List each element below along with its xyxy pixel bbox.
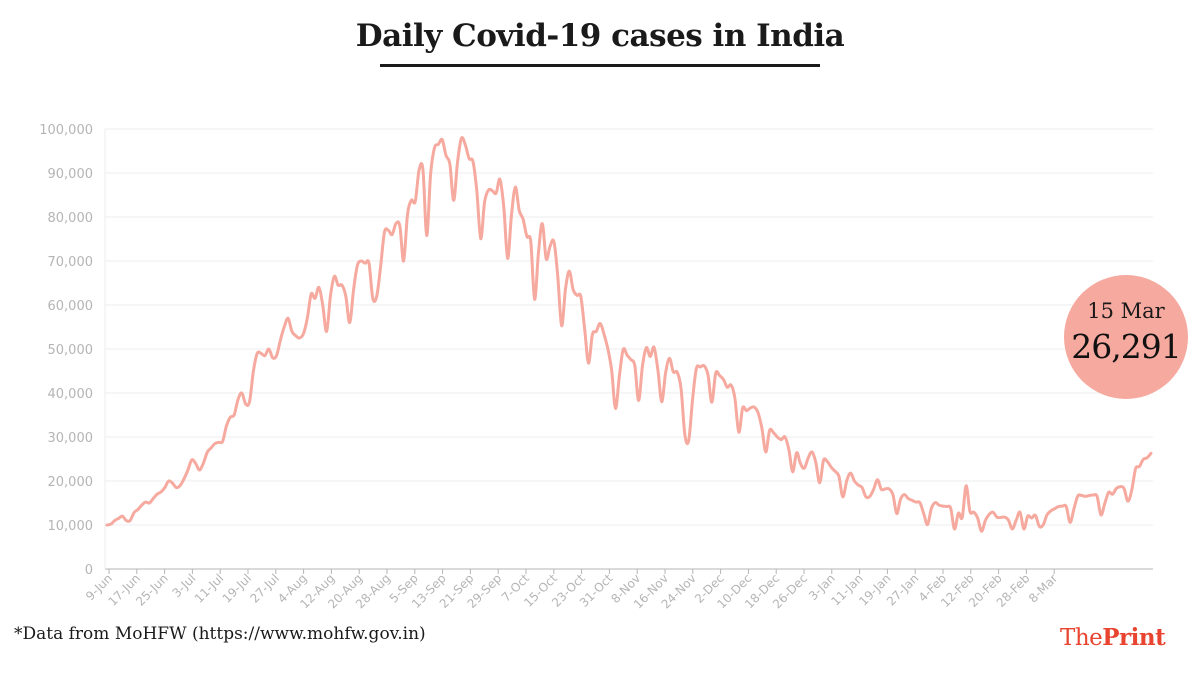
latest-value-badge: 15 Mar 26,291 bbox=[1064, 275, 1188, 399]
x-tick-label: 27-Jul bbox=[247, 571, 281, 605]
x-tick-label: 8-Mar bbox=[1026, 571, 1060, 605]
source-note: *Data from MoHFW (https://www.mohfw.gov.… bbox=[14, 624, 426, 644]
x-tick-label: 19-Jul bbox=[220, 571, 254, 605]
y-tick-label: 80,000 bbox=[48, 211, 94, 226]
x-tick-label: 25-Jun bbox=[133, 571, 170, 608]
y-tick-label: 10,000 bbox=[48, 519, 94, 534]
badge-value: 26,291 bbox=[1071, 327, 1181, 366]
logo-part-the: The bbox=[1060, 625, 1103, 651]
theprint-logo: ThePrint bbox=[1060, 624, 1166, 651]
chart-title: Daily Covid-19 cases in India bbox=[355, 18, 845, 54]
y-tick-label: 20,000 bbox=[48, 475, 94, 490]
y-tick-label: 70,000 bbox=[48, 255, 94, 270]
logo-part-print: Print bbox=[1102, 624, 1166, 651]
y-tick-label: 90,000 bbox=[48, 167, 94, 182]
gridlines bbox=[104, 128, 1153, 570]
y-tick-label: 100,000 bbox=[39, 123, 93, 138]
series-line bbox=[105, 136, 1153, 533]
x-axis-ticks: 9-Jun17-Jun25-Jun3-Jul11-Jul19-Jul27-Jul… bbox=[83, 569, 1060, 612]
y-tick-label: 0 bbox=[85, 563, 93, 578]
x-tick-label: 27-Jan bbox=[884, 571, 921, 608]
y-tick-label: 30,000 bbox=[48, 431, 94, 446]
y-axis-ticks: 0 10,000 20,000 30,000 40,000 50,000 60,000 70,… bbox=[39, 123, 93, 578]
badge-date: 15 Mar bbox=[1087, 299, 1165, 323]
y-tick-label: 50,000 bbox=[48, 343, 94, 358]
y-tick-label: 60,000 bbox=[48, 299, 94, 314]
y-tick-label: 40,000 bbox=[48, 387, 94, 402]
x-tick-label: 11-Jul bbox=[192, 571, 226, 605]
title-underline bbox=[380, 64, 820, 67]
